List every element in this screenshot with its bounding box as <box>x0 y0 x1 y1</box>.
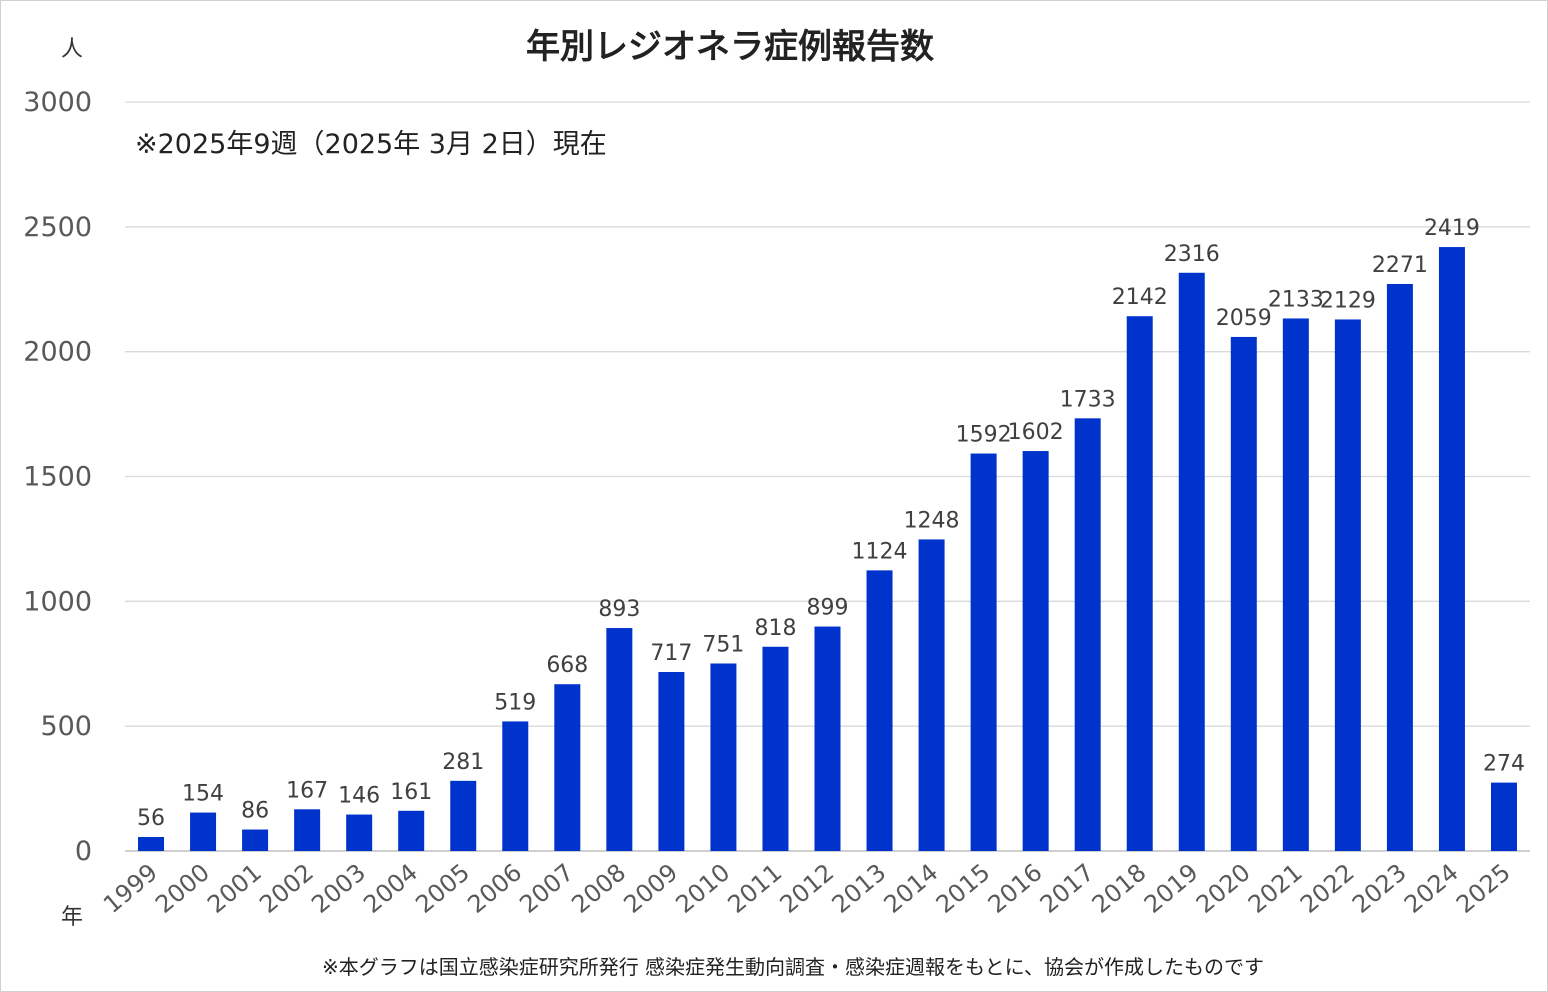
source-note: ※本グラフは国立感染症研究所発行 感染症発生動向調査・感染症週報をもとに、協会が… <box>322 955 1264 979</box>
bar-2016 <box>1022 451 1049 851</box>
data-label-2007: 668 <box>546 653 588 678</box>
bar-2021 <box>1282 318 1309 851</box>
x-tick-label: 2011 <box>723 858 788 919</box>
y-axis-ticks: 0 500 1000 1500 2000 2500 3000 <box>23 87 92 867</box>
x-tick-label: 2018 <box>1087 858 1152 919</box>
bar-2017 <box>1074 418 1101 851</box>
bar-2002 <box>294 809 321 851</box>
x-tick-label: 2008 <box>566 858 631 919</box>
data-label-2008: 893 <box>598 597 640 622</box>
x-tick-label: 2021 <box>1243 858 1308 919</box>
x-tick-label: 2024 <box>1399 858 1464 919</box>
as-of-note: ※2025年9週（2025年 3月 2日）現在 <box>135 129 607 160</box>
data-label-2023: 2271 <box>1372 253 1428 278</box>
bar-2025 <box>1490 782 1517 851</box>
bar-2015 <box>970 453 997 851</box>
bar-2005 <box>450 780 477 851</box>
bar-2011 <box>762 646 789 851</box>
bar-2013 <box>866 570 893 851</box>
data-label-2022: 2129 <box>1320 288 1376 313</box>
x-tick-label: 2009 <box>618 858 683 919</box>
data-label-2010: 751 <box>702 633 744 658</box>
bar-2020 <box>1230 336 1257 851</box>
x-tick-label: 2003 <box>306 858 371 919</box>
x-tick-label: 2012 <box>775 858 840 919</box>
x-tick-label: 2014 <box>879 858 944 919</box>
x-tick-label: 2002 <box>254 858 319 919</box>
y-tick-label: 2500 <box>23 212 92 243</box>
data-label-2006: 519 <box>494 690 536 715</box>
bar-2018 <box>1126 316 1153 851</box>
data-label-2005: 281 <box>442 750 484 775</box>
bar-2012 <box>814 626 841 851</box>
y-tick-label: 3000 <box>23 87 92 118</box>
bar-2010 <box>710 663 737 851</box>
x-axis-label: 年 <box>61 905 83 930</box>
y-axis-unit-label: 人 <box>61 37 83 62</box>
x-tick-label: 2010 <box>670 858 735 919</box>
x-tick-label: 2016 <box>983 858 1048 919</box>
x-tick-label: 2019 <box>1139 858 1204 919</box>
data-label-2002: 167 <box>286 778 328 803</box>
x-tick-label: 2020 <box>1191 858 1256 919</box>
data-label-1999: 56 <box>137 806 165 831</box>
bar-2000 <box>190 812 217 851</box>
bar-2024 <box>1438 247 1465 851</box>
data-label-2015: 1592 <box>956 423 1012 448</box>
x-tick-label: 2025 <box>1451 858 1516 919</box>
data-label-2014: 1248 <box>904 508 960 533</box>
bar-2022 <box>1334 319 1361 851</box>
bar-2003 <box>346 814 373 851</box>
y-tick-label: 0 <box>75 836 92 867</box>
x-tick-label: 2007 <box>514 858 579 919</box>
x-tick-label: 2005 <box>410 858 475 919</box>
data-label-2024: 2419 <box>1424 216 1480 241</box>
x-tick-label: 2015 <box>931 858 996 919</box>
data-label-2012: 899 <box>807 596 849 621</box>
bar-1999 <box>138 837 165 851</box>
bar-2023 <box>1386 284 1413 852</box>
bars <box>138 247 1517 852</box>
y-tick-label: 500 <box>40 711 92 742</box>
data-label-2019: 2316 <box>1164 242 1220 267</box>
data-label-2004: 161 <box>390 780 432 805</box>
bar-2004 <box>398 810 425 851</box>
data-label-2009: 717 <box>650 641 692 666</box>
x-tick-label: 2006 <box>462 858 527 919</box>
x-tick-label: 2023 <box>1347 858 1412 919</box>
x-tick-label: 2001 <box>202 858 267 919</box>
bar-2019 <box>1178 272 1205 852</box>
x-tick-label: 2022 <box>1295 858 1360 919</box>
data-labels: 56 154 86 167 146 161 281 519 668 893 717 751 818 899… <box>137 216 1525 831</box>
y-tick-label: 1000 <box>23 586 92 617</box>
data-label-2016: 1602 <box>1008 420 1064 445</box>
data-label-2013: 1124 <box>852 539 908 564</box>
bar-2009 <box>658 671 685 851</box>
y-tick-label: 2000 <box>23 337 92 368</box>
bar-2014 <box>918 539 945 851</box>
data-label-2000: 154 <box>182 782 224 807</box>
x-tick-label: 1999 <box>98 858 163 919</box>
x-tick-label: 2000 <box>150 858 215 919</box>
data-label-2011: 818 <box>754 616 796 641</box>
data-label-2003: 146 <box>338 784 380 809</box>
y-tick-label: 1500 <box>23 462 92 493</box>
x-tick-label: 2013 <box>827 858 892 919</box>
data-label-2025: 274 <box>1483 752 1525 777</box>
x-tick-label: 2017 <box>1035 858 1100 919</box>
data-label-2001: 86 <box>241 799 269 824</box>
bar-2001 <box>242 829 269 851</box>
data-label-2018: 2142 <box>1112 285 1168 310</box>
x-tick-label: 2004 <box>358 858 423 919</box>
chart-title: 年別レジオネラ症例報告数 <box>526 27 934 67</box>
x-axis-ticks: 1999200020012002200320042005200620072008… <box>98 858 1516 919</box>
bar-2007 <box>554 684 581 851</box>
data-label-2020: 2059 <box>1216 306 1272 331</box>
bar-2008 <box>606 628 633 851</box>
bar-2006 <box>502 721 529 851</box>
data-label-2017: 1733 <box>1060 387 1116 412</box>
data-label-2021: 2133 <box>1268 287 1324 312</box>
